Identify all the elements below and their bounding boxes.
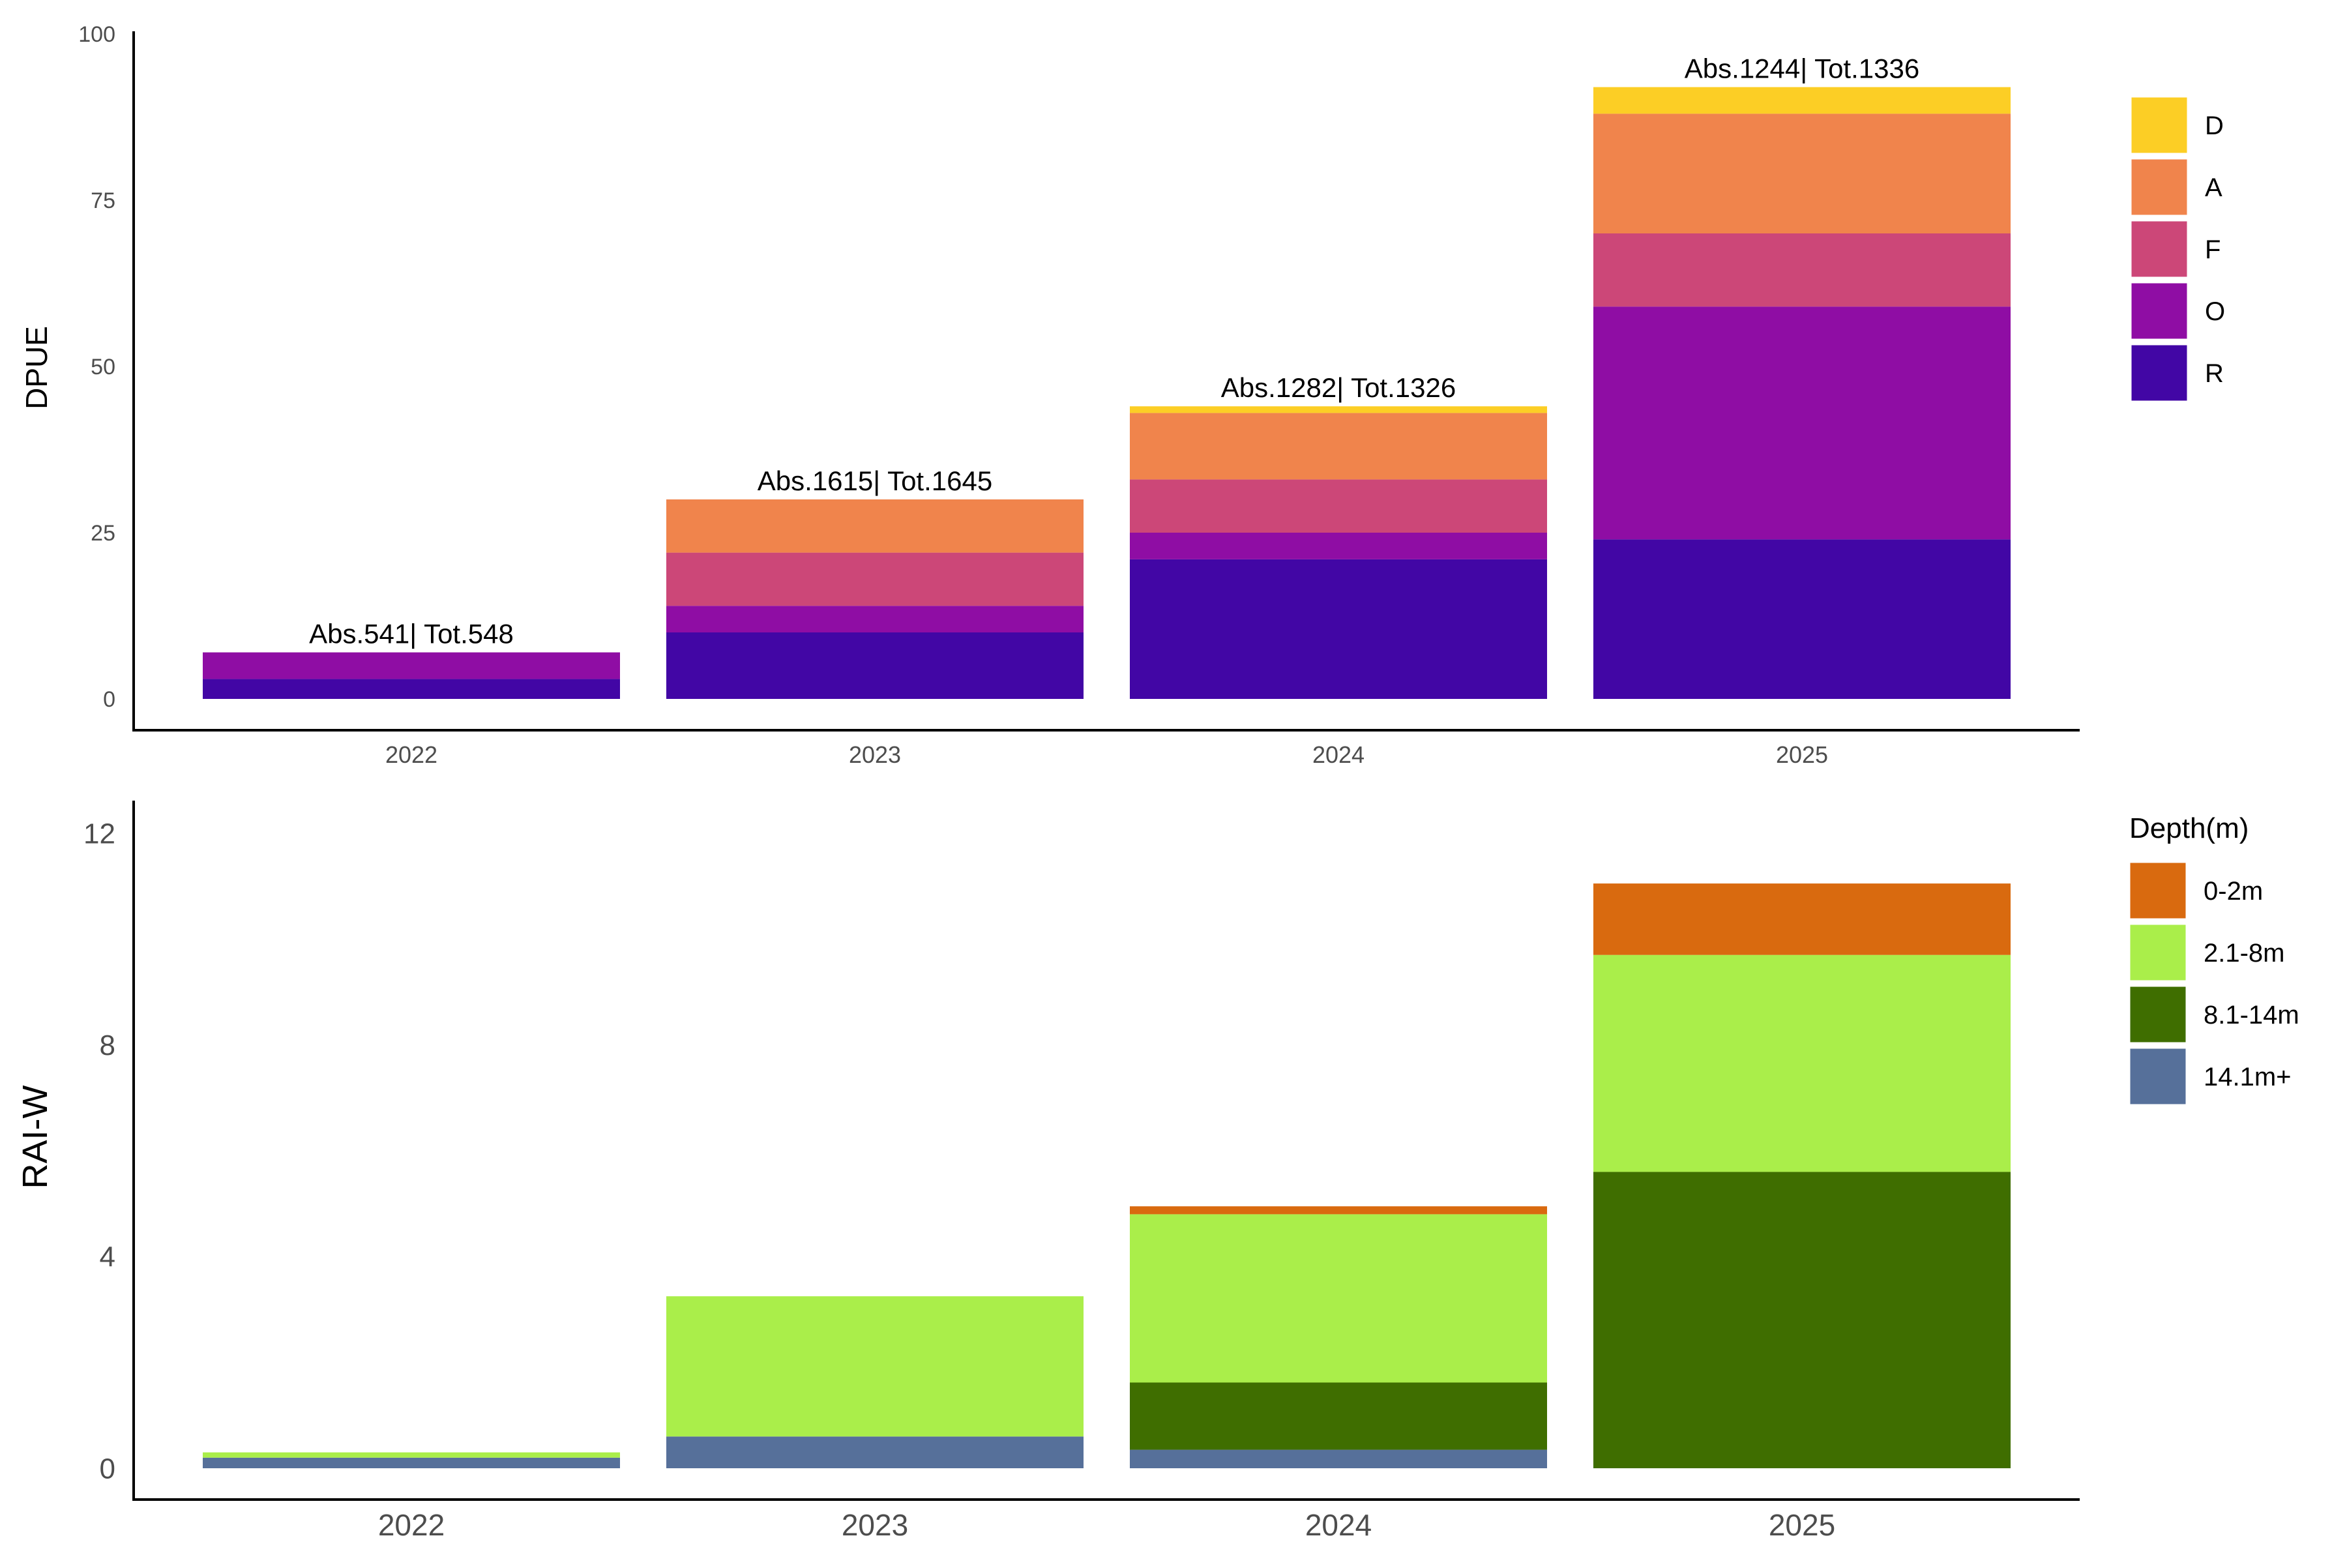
legend-swatch-8.1-14m (2128, 984, 2188, 1044)
bar-2022-14.1m+ (203, 1457, 620, 1468)
legend: D A F O R (2129, 95, 2225, 403)
bar-2022-R (203, 679, 620, 699)
legend-swatch-0-2m (2128, 861, 2188, 921)
y-tick-label: 4 (100, 1241, 115, 1273)
legend-swatch-D (2129, 95, 2189, 155)
y-tick-label: 100 (78, 22, 115, 47)
bar-2022-O (203, 652, 620, 679)
bar-label-2023: Abs.1615| Tot.1645 (758, 466, 992, 496)
chart-panel-2: 0 4 8 12 2022 2023 2024 2025 RAI-W Depth(m) 0-2m 2.… (16, 801, 2299, 1542)
legend-label-R: R (2205, 359, 2224, 388)
bar-2023-14.1m+ (666, 1436, 1084, 1468)
y-axis-label: RAI-W (16, 1085, 55, 1189)
bar-2025-O (1593, 306, 2011, 540)
bar-2024-14.1m+ (1130, 1449, 1547, 1468)
bar-2024-F (1130, 479, 1547, 533)
bar-2025-A (1593, 113, 2011, 233)
bar-2025-2.1-8m (1593, 954, 2011, 1172)
legend: Depth(m) 0-2m 2.1-8m 8.1-14m 14.1m+ (2128, 812, 2299, 1106)
bar-2024-O (1130, 533, 1547, 559)
bars (203, 883, 2011, 1468)
legend-label-2.1-8m: 2.1-8m (2204, 939, 2285, 968)
bar-2024-D (1130, 406, 1547, 413)
bar-label-2025: Abs.1244| Tot.1336 (1685, 53, 1919, 84)
legend-swatch-14.1m+ (2128, 1046, 2188, 1106)
bar-2023-R (666, 632, 1084, 699)
bar-2024-A (1130, 413, 1547, 480)
legend-label-8.1-14m: 8.1-14m (2204, 1001, 2299, 1029)
bar-2024-8.1-14m (1130, 1382, 1547, 1450)
legend-label-0-2m: 0-2m (2204, 877, 2263, 906)
x-tick-label-2025: 2025 (1776, 741, 1828, 768)
bar-2023-F (666, 552, 1084, 606)
legend-label-O: O (2205, 297, 2225, 326)
bar-2025-R (1593, 539, 2011, 699)
y-tick-label: 25 (91, 521, 115, 546)
x-tick-label-2023: 2023 (842, 1508, 908, 1542)
legend-label-D: D (2205, 111, 2224, 140)
bar-2024-R (1130, 559, 1547, 699)
bar-2025-F (1593, 233, 2011, 307)
legend-label-F: F (2205, 235, 2221, 264)
legend-label-14.1m+: 14.1m+ (2204, 1063, 2292, 1091)
bar-2024-0-2m (1130, 1206, 1547, 1215)
legend-swatch-2.1-8m (2128, 923, 2188, 983)
bar-2025-8.1-14m (1593, 1172, 2011, 1468)
bar-2023-2.1-8m (666, 1296, 1084, 1437)
legend-swatch-A (2129, 157, 2189, 217)
bar-label-2022: Abs.541| Tot.548 (309, 619, 514, 649)
legend-swatch-R (2129, 343, 2189, 403)
x-tick-label-2024: 2024 (1312, 741, 1365, 768)
y-axis-label: DPUE (20, 326, 53, 409)
x-tick-label-2022: 2022 (378, 1508, 445, 1542)
bar-2024-2.1-8m (1130, 1214, 1547, 1383)
y-tick-label: 50 (91, 355, 115, 379)
bars (203, 87, 2011, 699)
bar-2025-D (1593, 87, 2011, 114)
legend-swatch-O (2129, 281, 2189, 341)
y-tick-label: 12 (83, 818, 115, 850)
bar-2023-O (666, 606, 1084, 632)
x-tick-label-2022: 2022 (385, 741, 437, 768)
y-tick-label: 0 (103, 687, 115, 712)
bar-2025-0-2m (1593, 883, 2011, 955)
y-tick-label: 75 (91, 188, 115, 213)
legend-swatch-F (2129, 219, 2189, 279)
y-tick-label: 0 (100, 1453, 115, 1485)
x-tick-label-2024: 2024 (1305, 1508, 1372, 1542)
bar-2022-2.1-8m (203, 1452, 620, 1458)
y-tick-label: 8 (100, 1029, 115, 1061)
legend-title: Depth(m) (2129, 812, 2249, 844)
legend-label-A: A (2205, 173, 2222, 202)
x-tick-label-2023: 2023 (849, 741, 901, 768)
bar-label-2024: Abs.1282| Tot.1326 (1221, 372, 1456, 403)
bar-2023-A (666, 499, 1084, 553)
chart-panel-1: Abs.541| Tot.548 Abs.1615| Tot.1645 Abs.12… (20, 22, 2225, 768)
x-tick-label-2025: 2025 (1769, 1508, 1835, 1542)
